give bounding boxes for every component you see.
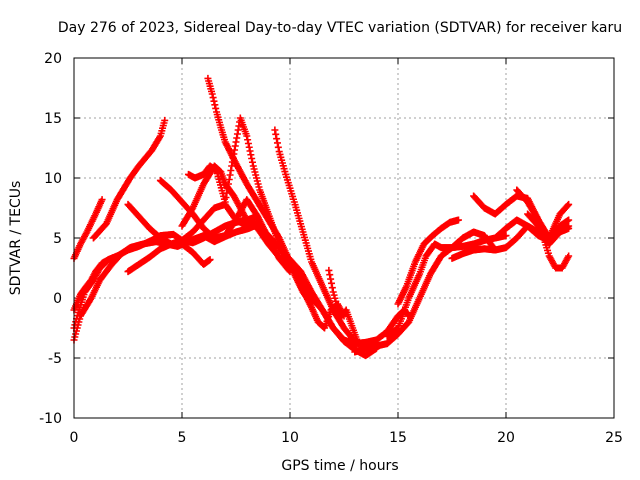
x-axis-label: GPS time / hours bbox=[281, 458, 398, 474]
chart-title: Day 276 of 2023, Sidereal Day-to-day VTE… bbox=[58, 20, 622, 36]
data-point bbox=[248, 158, 256, 166]
data-point bbox=[502, 232, 510, 240]
data-point bbox=[206, 256, 214, 264]
data-point bbox=[222, 194, 230, 201]
data-point bbox=[454, 216, 462, 224]
data-point bbox=[273, 135, 281, 143]
data-point bbox=[244, 140, 252, 147]
data-point bbox=[209, 94, 217, 102]
x-tick-label: 10 bbox=[281, 430, 299, 446]
x-tick-label: 25 bbox=[605, 430, 623, 446]
series-track-16 bbox=[340, 306, 413, 348]
series-track-18 bbox=[383, 232, 510, 340]
data-point bbox=[224, 185, 232, 192]
data-point bbox=[271, 126, 279, 134]
y-tick-label: 20 bbox=[44, 51, 62, 67]
data-point bbox=[161, 116, 169, 124]
data-point bbox=[246, 147, 254, 155]
data-point bbox=[225, 176, 233, 183]
series-track-19 bbox=[394, 216, 462, 308]
data-point bbox=[156, 133, 164, 141]
x-tick-label: 0 bbox=[70, 430, 79, 446]
series-track-1 bbox=[70, 196, 106, 262]
data-point bbox=[565, 216, 573, 224]
data-point bbox=[226, 171, 234, 179]
series-track-5 bbox=[70, 252, 121, 332]
data-point bbox=[208, 90, 216, 98]
y-tick-label: -5 bbox=[48, 351, 62, 367]
data-point bbox=[210, 97, 218, 105]
x-tick-label: 5 bbox=[178, 430, 187, 446]
series-track-2 bbox=[89, 116, 169, 242]
data-point bbox=[327, 279, 335, 287]
data-point bbox=[272, 130, 280, 138]
y-tick-label: 0 bbox=[53, 291, 62, 307]
y-tick-label: 10 bbox=[44, 171, 62, 187]
data-point bbox=[113, 252, 121, 260]
data-point bbox=[223, 189, 231, 197]
data-point bbox=[326, 271, 334, 279]
data-point bbox=[221, 198, 229, 206]
y-tick-label: -10 bbox=[39, 411, 62, 427]
data-point bbox=[245, 143, 253, 151]
data-point bbox=[248, 155, 256, 162]
y-tick-label: 5 bbox=[53, 231, 62, 247]
data-point bbox=[243, 132, 251, 140]
data-point bbox=[211, 101, 219, 109]
x-tick-label: 15 bbox=[389, 430, 407, 446]
data-point bbox=[325, 266, 333, 274]
x-tick-label: 20 bbox=[497, 430, 515, 446]
series-track-20 bbox=[448, 216, 573, 262]
data-point bbox=[224, 180, 232, 188]
data-point bbox=[212, 104, 220, 112]
data-point bbox=[98, 196, 106, 204]
data-point bbox=[327, 275, 335, 283]
y-tick-label: 15 bbox=[44, 111, 62, 127]
data-point bbox=[273, 139, 281, 147]
data-point bbox=[274, 143, 282, 151]
y-axis-label: SDTVAR / TECUs bbox=[8, 181, 24, 296]
data-point bbox=[247, 151, 255, 159]
data-point bbox=[328, 284, 336, 292]
data-point bbox=[244, 136, 252, 144]
data-point bbox=[227, 167, 235, 174]
data-series bbox=[70, 74, 573, 360]
